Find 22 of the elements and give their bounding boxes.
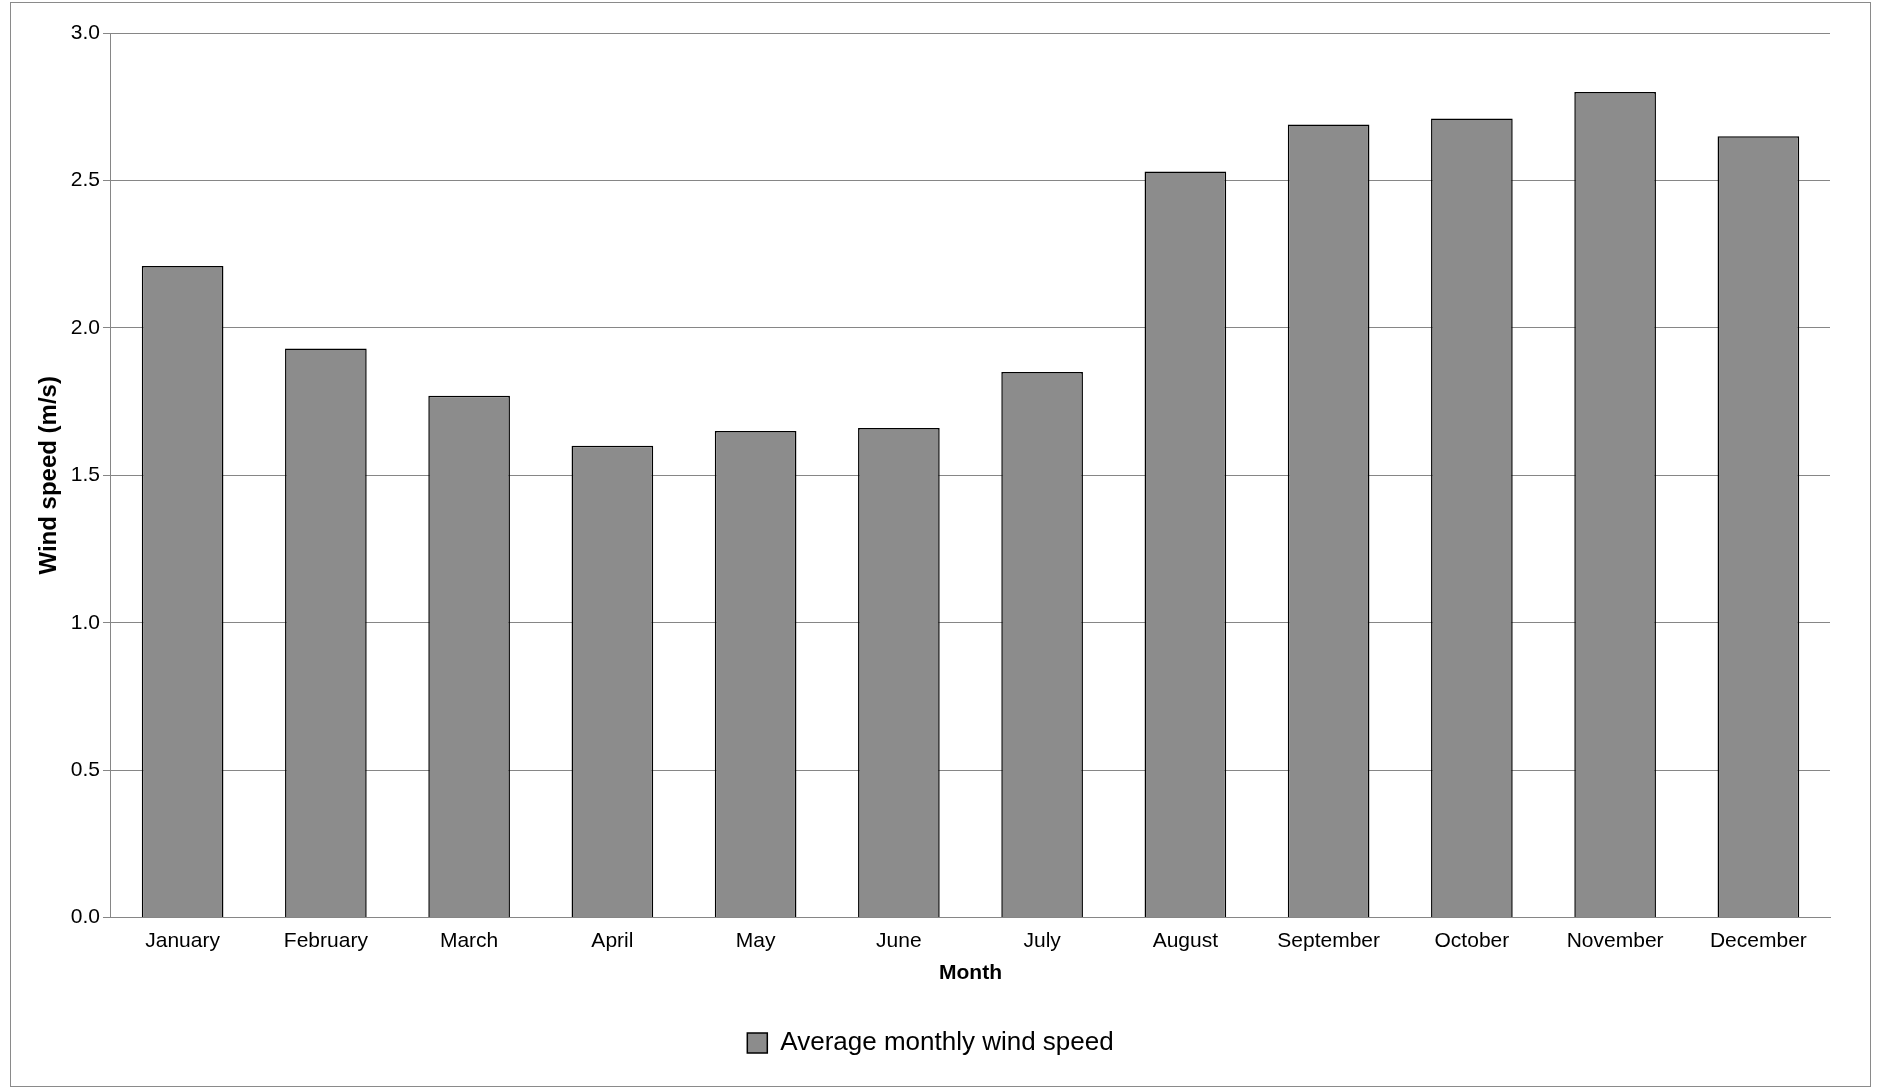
y-tick-label: 1.0 bbox=[70, 609, 100, 633]
x-tick-label: October bbox=[1434, 928, 1510, 951]
y-tick-label: 2.0 bbox=[70, 314, 100, 338]
y-tick-label: 2.5 bbox=[70, 167, 100, 191]
x-tick-label: May bbox=[735, 928, 776, 951]
y-tick-label: 0.0 bbox=[70, 904, 100, 928]
y-axis-title: Wind speed (m/s) bbox=[34, 376, 62, 575]
y-tick-label: 1.5 bbox=[70, 462, 100, 486]
legend-label: Average monthly wind speed bbox=[780, 1026, 1114, 1057]
x-tick-label: March bbox=[439, 928, 499, 951]
x-tick-label: July bbox=[1023, 928, 1062, 951]
x-tick-label: February bbox=[283, 928, 369, 951]
y-tick-label: 3.0 bbox=[70, 19, 100, 43]
y-tick-label: 0.5 bbox=[70, 756, 100, 780]
x-tick-label: June bbox=[876, 928, 922, 951]
x-tick-label: December bbox=[1709, 928, 1807, 951]
x-tick-label: January bbox=[145, 928, 221, 951]
x-tick-label: September bbox=[1277, 928, 1380, 951]
x-tick-label: April bbox=[591, 928, 634, 951]
x-tick-label: August bbox=[1152, 928, 1219, 951]
x-axis-title: Month bbox=[939, 960, 1002, 984]
x-tick-label: November bbox=[1566, 928, 1664, 951]
